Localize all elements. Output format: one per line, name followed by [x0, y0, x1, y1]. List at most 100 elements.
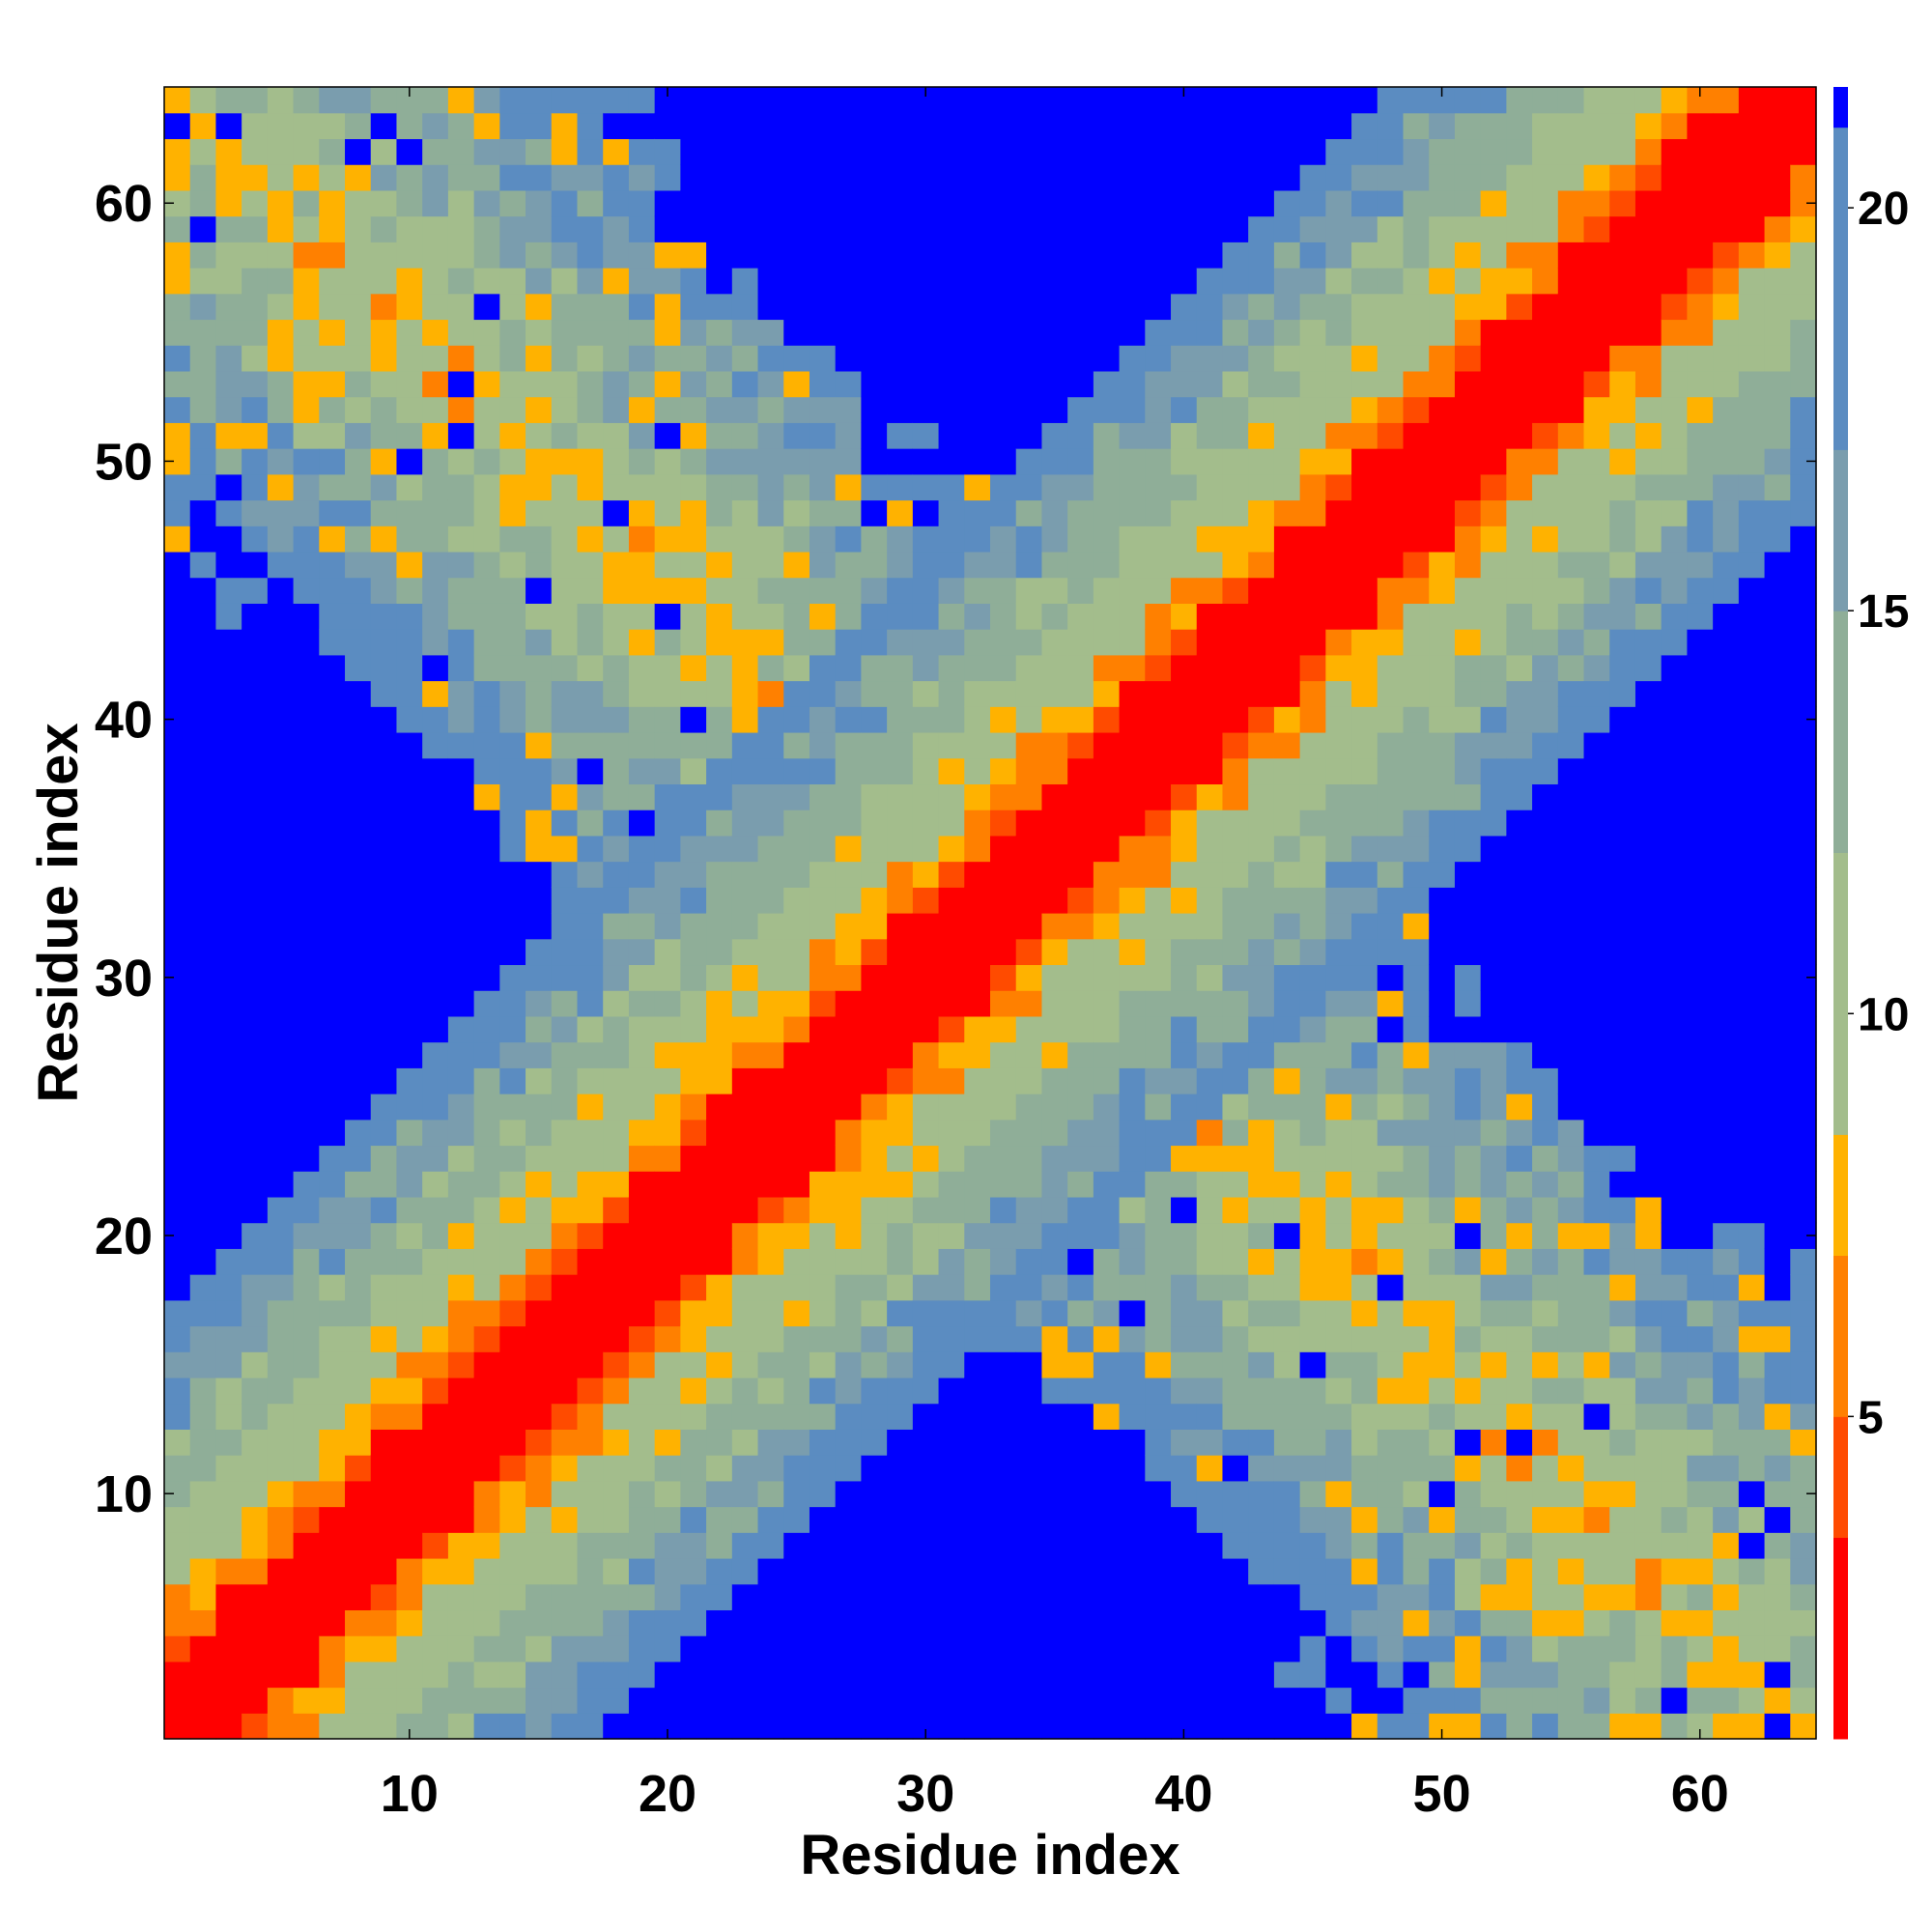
heatmap-cell	[1248, 293, 1275, 321]
heatmap-cell	[1713, 87, 1740, 114]
heatmap-cell	[1661, 1248, 1689, 1275]
heatmap-cell	[1609, 629, 1636, 656]
heatmap-cell	[1609, 112, 1636, 140]
heatmap-cell	[1222, 499, 1249, 526]
heatmap-cell	[835, 1067, 863, 1094]
heatmap-cell	[1222, 1557, 1249, 1585]
heatmap-cell	[345, 1609, 372, 1636]
heatmap-cell	[370, 990, 398, 1017]
heatmap-cell	[783, 1145, 810, 1172]
heatmap-cell	[654, 887, 681, 914]
heatmap-cell	[1119, 1506, 1146, 1533]
heatmap-cell	[1790, 680, 1817, 707]
heatmap-cell	[1145, 1094, 1172, 1121]
heatmap-cell	[964, 1274, 991, 1301]
heatmap-cell	[551, 499, 579, 526]
heatmap-cell	[526, 242, 553, 269]
heatmap-cell	[526, 1041, 553, 1068]
heatmap-cell	[1171, 1403, 1198, 1430]
heatmap-cell	[1661, 1713, 1689, 1740]
heatmap-cell	[396, 112, 423, 140]
heatmap-cell	[964, 1583, 991, 1611]
heatmap-cell	[242, 164, 269, 191]
heatmap-cell	[1480, 654, 1507, 682]
heatmap-cell	[783, 1377, 810, 1405]
heatmap-cell	[628, 1403, 656, 1430]
heatmap-cell	[242, 1067, 269, 1094]
heatmap-cell	[499, 1067, 526, 1094]
heatmap-cell	[551, 112, 579, 140]
heatmap-cell	[447, 835, 475, 863]
heatmap-cell	[628, 680, 656, 707]
heatmap-cell	[1351, 499, 1378, 526]
heatmap-cell	[1790, 242, 1817, 269]
heatmap-cell	[1557, 499, 1585, 526]
heatmap-cell	[1171, 810, 1198, 837]
heatmap-cell	[1273, 706, 1301, 733]
heatmap-cell	[731, 1532, 759, 1559]
heatmap-cell	[1325, 1532, 1352, 1559]
heatmap-cell	[1609, 1299, 1636, 1327]
heatmap-cell	[1067, 87, 1094, 114]
heatmap-cell	[1171, 913, 1198, 940]
heatmap-cell	[1196, 603, 1224, 630]
heatmap-cell	[1377, 112, 1405, 140]
heatmap-cell	[293, 1377, 320, 1405]
heatmap-cell	[680, 1455, 707, 1482]
heatmap-cell	[887, 654, 914, 682]
heatmap-cell	[215, 1506, 242, 1533]
heatmap-cell	[680, 551, 707, 579]
heatmap-cell	[757, 1583, 784, 1611]
heatmap-cell	[783, 810, 810, 837]
heatmap-cell	[319, 396, 346, 423]
heatmap-cell	[577, 112, 604, 140]
heatmap-cell	[1093, 1041, 1121, 1068]
heatmap-cell	[1557, 835, 1585, 863]
heatmap-cell	[1273, 577, 1301, 604]
heatmap-cell	[447, 1429, 475, 1456]
heatmap-cell	[1480, 1403, 1507, 1430]
heatmap-cell	[526, 1119, 553, 1147]
heatmap-cell	[1403, 551, 1430, 579]
heatmap-cell	[1093, 577, 1121, 604]
heatmap-cell	[1583, 1506, 1610, 1533]
heatmap-cell	[1480, 577, 1507, 604]
heatmap-cell	[447, 293, 475, 321]
heatmap-cell	[370, 1145, 398, 1172]
heatmap-cell	[1248, 1299, 1275, 1327]
heatmap-cell	[1222, 1687, 1249, 1714]
heatmap-cell	[1248, 913, 1275, 940]
heatmap-cell	[1119, 835, 1146, 863]
heatmap-cell	[1041, 215, 1068, 242]
heatmap-cell	[1222, 1274, 1249, 1301]
heatmap-cell	[680, 1506, 707, 1533]
heatmap-cell	[1764, 1557, 1791, 1585]
heatmap-cell	[1764, 654, 1791, 682]
heatmap-cell	[912, 1274, 940, 1301]
heatmap-cell	[242, 499, 269, 526]
heatmap-cell	[1429, 319, 1456, 346]
heatmap-cell	[731, 422, 759, 449]
heatmap-cell	[1248, 757, 1275, 785]
heatmap-cell	[293, 654, 320, 682]
heatmap-cell	[267, 654, 295, 682]
heatmap-cell	[990, 1145, 1017, 1172]
heatmap-cell	[783, 1067, 810, 1094]
heatmap-cell	[1325, 526, 1352, 553]
heatmap-cell	[1764, 629, 1791, 656]
heatmap-cell	[370, 499, 398, 526]
heatmap-cell	[731, 990, 759, 1017]
heatmap-cell	[1687, 422, 1714, 449]
heatmap-cell	[319, 473, 346, 501]
heatmap-cell	[809, 706, 837, 733]
heatmap-cell	[1377, 1429, 1405, 1456]
heatmap-cell	[499, 680, 526, 707]
heatmap-cell	[1764, 964, 1791, 991]
heatmap-cell	[1325, 215, 1352, 242]
heatmap-cell	[1222, 1119, 1249, 1147]
heatmap-cell	[422, 1274, 449, 1301]
heatmap-cell	[189, 861, 217, 888]
heatmap-cell	[164, 1145, 191, 1172]
heatmap-cell	[706, 1609, 733, 1636]
heatmap-cell	[1273, 1299, 1301, 1327]
